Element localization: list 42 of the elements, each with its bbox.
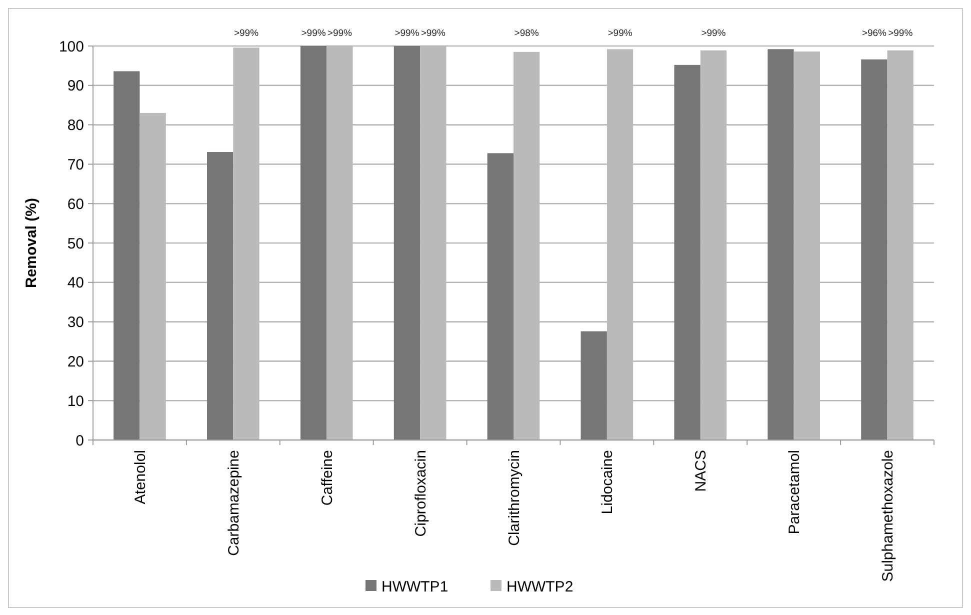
- data-label: >99%: [608, 28, 633, 39]
- y-tick-label: 80: [67, 117, 84, 134]
- y-tick-label: 10: [67, 392, 84, 410]
- bar: [487, 153, 514, 440]
- data-label: >99%: [234, 28, 260, 39]
- data-label: >99%: [301, 28, 326, 39]
- y-tick-label: 30: [67, 314, 84, 332]
- x-tick-label: Carbamazepine: [225, 450, 242, 556]
- data-label: >99%: [327, 28, 353, 39]
- x-tick-label: Atenolol: [132, 450, 149, 504]
- bar: [768, 49, 794, 440]
- x-tick-label: Clarithromycin: [506, 450, 523, 546]
- legend-label: HWWTP1: [382, 578, 448, 596]
- y-tick-label: 0: [76, 432, 84, 450]
- y-tick-label: 90: [67, 78, 84, 95]
- data-label: >96%: [862, 28, 888, 39]
- y-tick-label: 40: [67, 274, 84, 292]
- bar: [114, 71, 140, 440]
- x-tick-label: NACS: [692, 450, 710, 492]
- y-tick-label: 50: [67, 235, 84, 252]
- data-label: >99%: [420, 28, 446, 39]
- bar: [207, 152, 234, 440]
- bar: [394, 46, 420, 440]
- legend-label: HWWTP2: [506, 578, 574, 596]
- y-tick-label: 20: [67, 353, 84, 370]
- x-tick-label: Ciprofloxacin: [412, 450, 430, 537]
- x-tick-label: Caffeine: [318, 450, 336, 506]
- bar: [861, 59, 888, 440]
- x-tick-label: Sulphamethoxazole: [880, 450, 897, 582]
- y-axis-title: Removal (%): [23, 198, 40, 288]
- y-tick-label: 70: [67, 156, 84, 174]
- y-tick-label: 100: [58, 38, 84, 56]
- bar: [580, 331, 607, 440]
- data-label: >99%: [701, 28, 726, 39]
- data-label: >99%: [394, 28, 420, 39]
- bar: [300, 46, 327, 440]
- x-tick-label: Paracetamol: [786, 450, 804, 534]
- data-label: >98%: [514, 28, 540, 39]
- x-tick-label: Lidocaine: [599, 450, 616, 514]
- y-tick-label: 60: [67, 196, 84, 213]
- data-label: >99%: [888, 28, 914, 39]
- bar: [674, 64, 700, 440]
